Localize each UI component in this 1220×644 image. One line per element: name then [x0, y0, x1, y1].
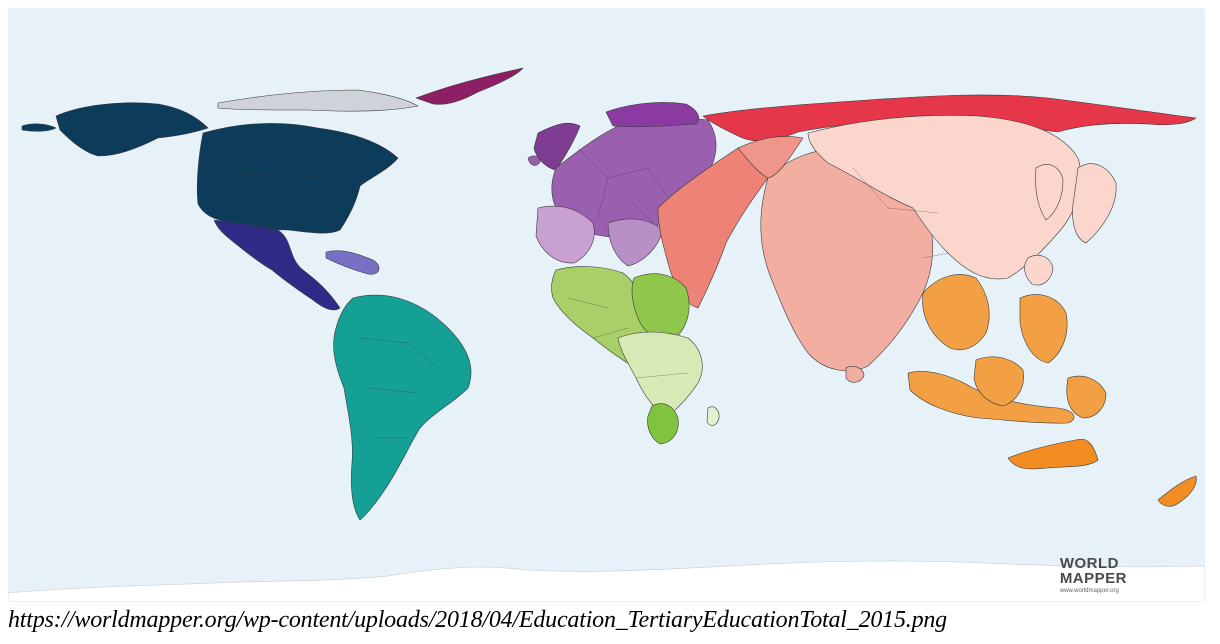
region-central-asia: [737, 136, 804, 179]
asia-borders: [852, 167, 949, 259]
cartogram-map: WORLD MAPPER www.worldmapper.org: [8, 8, 1205, 602]
region-new-zealand: [1157, 475, 1197, 507]
us-canada-border: [202, 174, 354, 181]
region-southeast-asia: [922, 274, 990, 351]
region-central-america: [213, 219, 341, 311]
region-philippines: [1019, 294, 1068, 364]
region-southern-europe: [535, 205, 595, 264]
region-taiwan: [1024, 255, 1054, 286]
region-north-america: [196, 123, 399, 234]
logo-line1: WORLD: [1059, 555, 1119, 572]
region-eastern-europe: [607, 218, 664, 267]
region-borneo: [973, 356, 1024, 407]
map-svg: [8, 67, 1205, 602]
worldmapper-logo: WORLD MAPPER www.worldmapper.org: [1060, 556, 1127, 594]
region-new-guinea: [1066, 375, 1107, 419]
region-japan: [1072, 163, 1117, 244]
aleutian-islands: [21, 123, 57, 132]
region-korea: [1035, 164, 1064, 221]
sri-lanka: [845, 366, 865, 383]
logo-line2: MAPPER: [1059, 570, 1127, 587]
region-scandinavia: [605, 102, 699, 128]
region-australia: [1007, 438, 1099, 470]
region-middle-east: [657, 147, 769, 309]
europe-borders: [577, 147, 669, 224]
arctic-islands: [217, 89, 419, 112]
logo-url: www.worldmapper.org: [1059, 588, 1119, 594]
region-south-africa: [647, 403, 679, 445]
south-america-borders: [359, 337, 439, 439]
region-alaska: [55, 102, 209, 157]
region-caribbean: [325, 250, 380, 275]
region-sub-saharan-africa: [617, 331, 703, 419]
greenland: [415, 67, 524, 105]
madagascar: [706, 406, 720, 426]
region-south-america: [333, 294, 472, 521]
africa-borders: [567, 297, 689, 379]
region-iceland: [527, 155, 541, 166]
source-url-caption[interactable]: https://worldmapper.org/wp-content/uploa…: [8, 607, 947, 633]
antarctica: [8, 560, 1205, 602]
